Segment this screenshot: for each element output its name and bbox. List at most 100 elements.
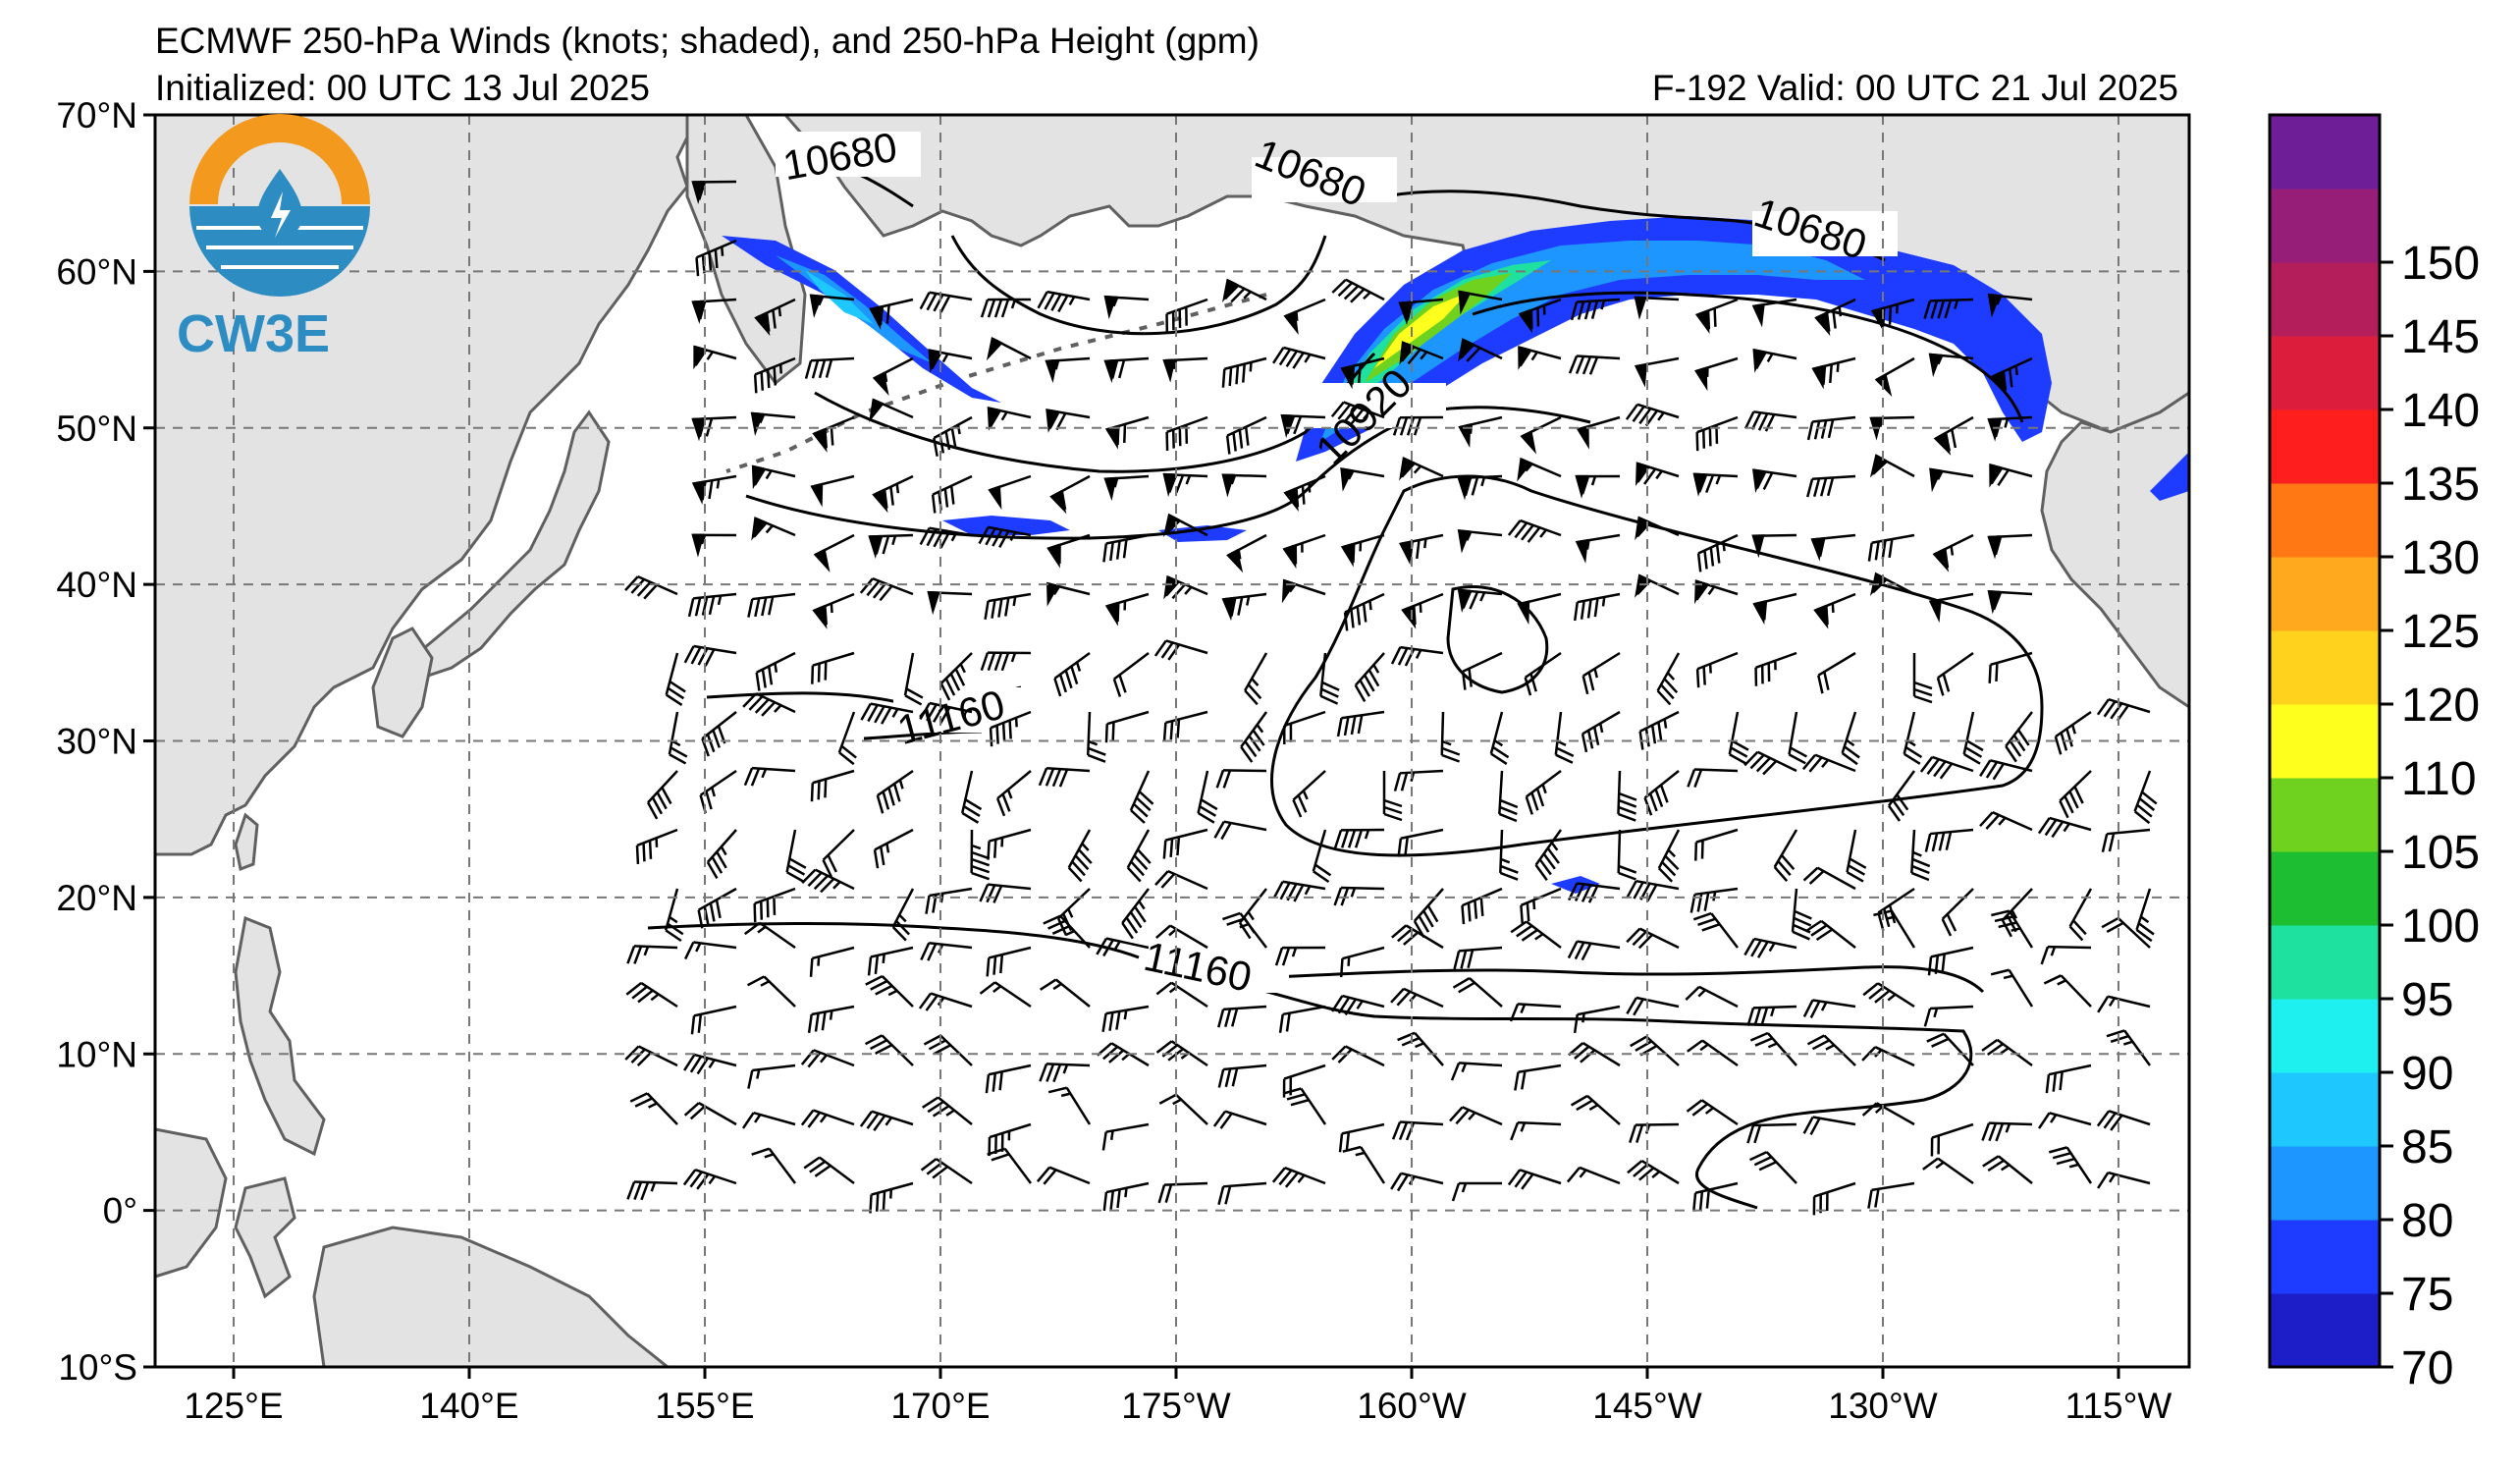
wind-barb — [869, 398, 914, 423]
wind-barb — [1153, 639, 1208, 661]
wind-barb — [876, 769, 914, 814]
wind-barb — [1103, 356, 1150, 384]
wind-barb — [1102, 533, 1150, 563]
wind-barb — [1340, 467, 1385, 492]
wind-barb — [682, 1169, 737, 1190]
wind-barb — [1923, 298, 1974, 319]
wind-barb — [1695, 651, 1739, 688]
wind-barb — [1498, 770, 1519, 823]
wind-barb — [695, 239, 737, 277]
colorbar-segment — [2270, 851, 2380, 926]
wind-barb — [1979, 811, 2033, 832]
wind-barb — [1453, 946, 1503, 970]
wind-barb — [865, 1034, 914, 1066]
wind-barb — [1962, 711, 1984, 765]
wind-barb — [1936, 651, 1974, 696]
label-bg — [1752, 211, 1898, 256]
wind-barb — [1038, 766, 1091, 788]
colorbar-segment — [2270, 557, 2380, 631]
colorbar-label: 110 — [2401, 753, 2477, 805]
wind-barb — [1319, 652, 1340, 705]
colorbar-segment — [2270, 704, 2380, 779]
colorbar-label: 150 — [2401, 238, 2480, 290]
height-contours — [647, 155, 2044, 1210]
wind-barb — [1749, 1031, 1797, 1066]
wind-barb — [1158, 1093, 1208, 1125]
wind-barb — [1692, 472, 1739, 497]
cw3e-logo: CW3E — [177, 114, 370, 363]
wind-barb — [1053, 651, 1091, 697]
wind-barb — [1990, 968, 2034, 1008]
wind-barb — [1806, 474, 1856, 498]
wind-barb — [1810, 533, 1856, 562]
wind-barb — [1102, 1181, 1150, 1212]
wind-barb — [978, 525, 1032, 548]
colorbar-segment — [2270, 262, 2380, 337]
wind-barb — [1888, 770, 1916, 822]
map-axes: 70°N 60°N 50°N 40°N 30°N 20°N 10°N 0° 10°S 125°E 1… — [56, 95, 2171, 1426]
wind-barb — [800, 1049, 855, 1068]
wind-barb — [1981, 1038, 2033, 1067]
wind-barb — [2135, 888, 2155, 943]
wind-barb — [1507, 518, 1562, 543]
lon-label: 125°E — [184, 1386, 283, 1426]
land-korea — [371, 627, 434, 738]
wind-barb — [1573, 1005, 1621, 1034]
wind-barb — [1215, 769, 1267, 789]
wind-barb — [624, 1045, 678, 1067]
wind-barb — [1514, 1064, 1562, 1091]
land-taiwan — [234, 812, 259, 872]
wind-barb — [989, 710, 1032, 747]
wind-barb — [1039, 1063, 1091, 1083]
wind-barb — [1743, 410, 1797, 432]
wind-barb — [1817, 651, 1856, 694]
wind-barb — [1343, 592, 1385, 631]
wind-barb — [1221, 473, 1267, 498]
logo-text: CW3E — [177, 304, 330, 363]
wind-barb — [980, 298, 1032, 318]
wind-barb — [1101, 1005, 1150, 1033]
colorbar-label: 135 — [2401, 459, 2480, 511]
wind-barb — [1575, 533, 1621, 564]
wind-barb — [1040, 978, 1091, 1008]
colorbar-label: 75 — [2401, 1269, 2453, 1321]
wind-barb — [1340, 356, 1385, 390]
wind-barb — [1333, 886, 1385, 906]
wind-barb — [1104, 710, 1150, 743]
wind-barb — [1981, 1121, 2033, 1142]
wind-barb — [1272, 346, 1326, 369]
wind-barb — [1752, 348, 1797, 373]
lon-label: 115°W — [2065, 1386, 2172, 1426]
wind-barb — [1685, 985, 1739, 1009]
wind-barb — [1728, 711, 1749, 765]
wind-barb — [697, 887, 737, 929]
wind-barb — [1336, 710, 1385, 737]
wind-barb — [1457, 588, 1503, 613]
wind-barb — [1354, 652, 1385, 702]
wind-barb — [1802, 866, 1856, 891]
wind-barb — [809, 294, 855, 318]
wind-barb — [1806, 1034, 1856, 1066]
wind-barb — [1399, 457, 1444, 481]
wind-barb — [2068, 888, 2093, 942]
wind-barb — [1570, 298, 1621, 321]
wind-barb — [1743, 937, 1797, 958]
wind-barb — [750, 411, 796, 437]
wind-barb — [928, 349, 973, 373]
wind-barb — [919, 701, 973, 725]
colorbar-label: 90 — [2401, 1048, 2453, 1100]
wind-barb — [1694, 828, 1739, 861]
wind-barb — [1687, 1039, 1739, 1067]
wind-barb — [1694, 356, 1739, 392]
wind-barb — [1629, 1122, 1680, 1144]
wind-barb — [1086, 711, 1106, 763]
wind-barb — [691, 298, 737, 324]
wind-barb — [1694, 298, 1739, 335]
lat-label: 30°N — [56, 722, 137, 762]
wind-barb — [1518, 298, 1562, 334]
wind-barb — [813, 533, 855, 573]
wind-barb — [1862, 982, 1915, 1009]
lon-label: 140°E — [419, 1386, 518, 1426]
wind-barb — [626, 1180, 678, 1201]
wind-barb — [1392, 415, 1444, 436]
